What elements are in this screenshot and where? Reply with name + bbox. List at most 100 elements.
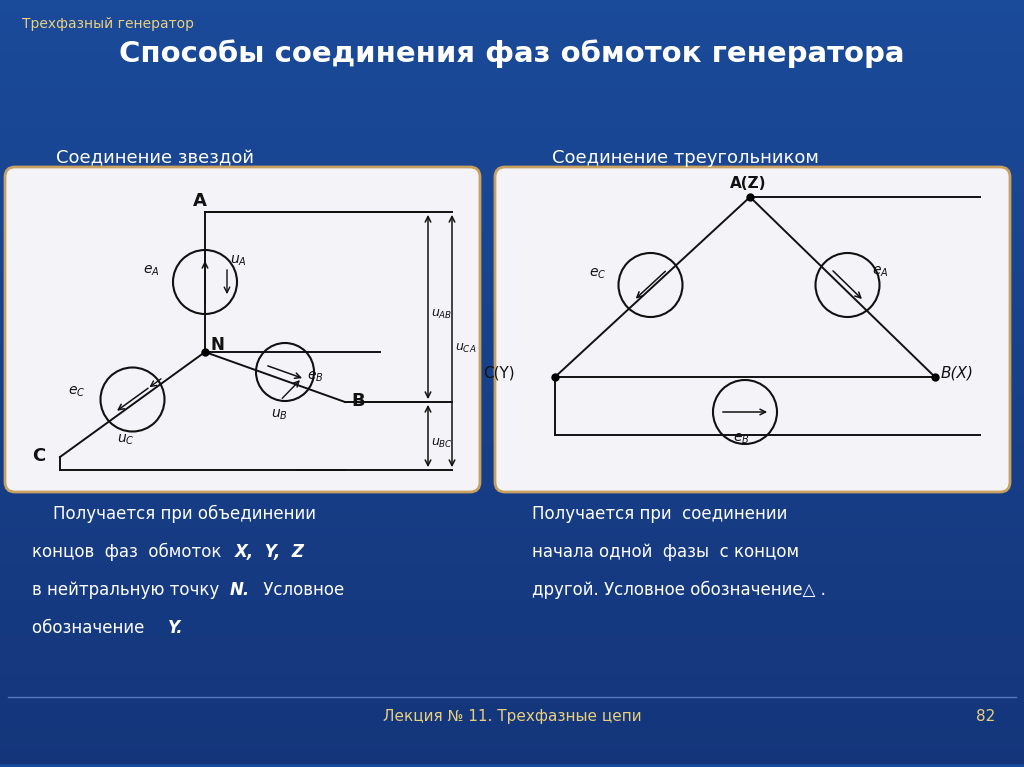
Text: Лекция № 11. Трехфазные цепи: Лекция № 11. Трехфазные цепи	[383, 709, 641, 724]
Bar	[0, 479, 1024, 483]
Bar	[0, 575, 1024, 579]
Text: $e_C$: $e_C$	[589, 267, 606, 281]
Bar	[0, 495, 1024, 499]
Bar	[0, 698, 1024, 702]
Bar	[0, 242, 1024, 245]
Bar	[0, 180, 1024, 184]
Bar	[0, 510, 1024, 514]
Bar	[0, 295, 1024, 299]
Bar	[0, 42, 1024, 46]
Bar	[0, 717, 1024, 721]
Bar	[0, 107, 1024, 111]
Bar	[0, 219, 1024, 222]
Text: $u_{BC}$: $u_{BC}$	[431, 437, 453, 450]
Bar	[0, 755, 1024, 759]
Bar	[0, 399, 1024, 403]
Bar	[0, 656, 1024, 660]
Bar	[0, 50, 1024, 54]
Bar	[0, 606, 1024, 610]
Bar	[0, 652, 1024, 656]
Bar	[0, 349, 1024, 353]
Bar	[0, 587, 1024, 591]
Bar	[0, 127, 1024, 130]
Bar	[0, 368, 1024, 372]
Bar	[0, 88, 1024, 92]
Bar	[0, 667, 1024, 671]
Bar	[0, 38, 1024, 42]
Text: $e_B$: $e_B$	[307, 370, 324, 384]
Bar	[0, 265, 1024, 268]
Bar	[0, 537, 1024, 541]
Bar	[0, 491, 1024, 495]
FancyBboxPatch shape	[495, 167, 1010, 492]
Bar	[0, 211, 1024, 215]
Bar	[0, 702, 1024, 706]
Text: $e_A$: $e_A$	[871, 265, 888, 279]
Bar	[0, 671, 1024, 675]
Bar	[0, 284, 1024, 288]
Bar	[0, 84, 1024, 88]
Bar	[0, 12, 1024, 15]
Bar	[0, 564, 1024, 568]
Bar	[0, 176, 1024, 180]
Bar	[0, 437, 1024, 441]
Bar	[0, 123, 1024, 127]
Text: Способы соединения фаз обмоток генератора: Способы соединения фаз обмоток генератор…	[119, 39, 905, 67]
Bar	[0, 376, 1024, 380]
Bar	[0, 142, 1024, 146]
Bar	[0, 184, 1024, 188]
Bar	[0, 403, 1024, 407]
Text: концов  фаз  обмоток: концов фаз обмоток	[32, 543, 226, 561]
Bar	[0, 679, 1024, 683]
Bar	[0, 46, 1024, 50]
Bar	[0, 694, 1024, 698]
Bar	[0, 736, 1024, 740]
Bar	[0, 15, 1024, 19]
Bar	[0, 571, 1024, 575]
Bar	[0, 134, 1024, 138]
Bar	[0, 533, 1024, 537]
Bar	[0, 568, 1024, 571]
Bar	[0, 502, 1024, 506]
Bar	[0, 119, 1024, 123]
Bar	[0, 303, 1024, 307]
Bar	[0, 69, 1024, 73]
Bar	[0, 280, 1024, 284]
Text: другой. Условное обозначение△ .: другой. Условное обозначение△ .	[532, 581, 826, 599]
Bar	[0, 77, 1024, 81]
Bar	[0, 311, 1024, 314]
FancyBboxPatch shape	[5, 167, 480, 492]
Bar	[0, 226, 1024, 230]
Text: N.: N.	[230, 581, 250, 599]
Bar	[0, 230, 1024, 234]
Bar	[0, 579, 1024, 583]
Bar	[0, 395, 1024, 399]
Bar	[0, 514, 1024, 518]
Bar	[0, 222, 1024, 226]
Bar	[0, 291, 1024, 295]
Bar	[0, 104, 1024, 107]
Bar	[0, 407, 1024, 410]
Bar	[0, 602, 1024, 606]
Bar	[0, 414, 1024, 418]
Text: $u_{AB}$: $u_{AB}$	[431, 308, 453, 321]
Bar	[0, 430, 1024, 433]
Bar	[0, 387, 1024, 391]
Bar	[0, 744, 1024, 748]
Text: $u_B$: $u_B$	[271, 408, 288, 423]
Bar	[0, 58, 1024, 61]
Bar	[0, 330, 1024, 334]
Bar	[0, 752, 1024, 755]
Text: $u_{CA}$: $u_{CA}$	[455, 342, 476, 355]
Bar	[0, 345, 1024, 349]
Text: Получается при объединении: Получается при объединении	[32, 505, 316, 523]
Bar	[0, 499, 1024, 502]
Bar	[0, 215, 1024, 219]
Bar	[0, 729, 1024, 732]
Bar	[0, 146, 1024, 150]
Bar	[0, 441, 1024, 445]
Text: Трехфазный генератор: Трехфазный генератор	[22, 17, 194, 31]
Bar	[0, 35, 1024, 38]
Bar	[0, 637, 1024, 640]
Bar	[0, 337, 1024, 341]
